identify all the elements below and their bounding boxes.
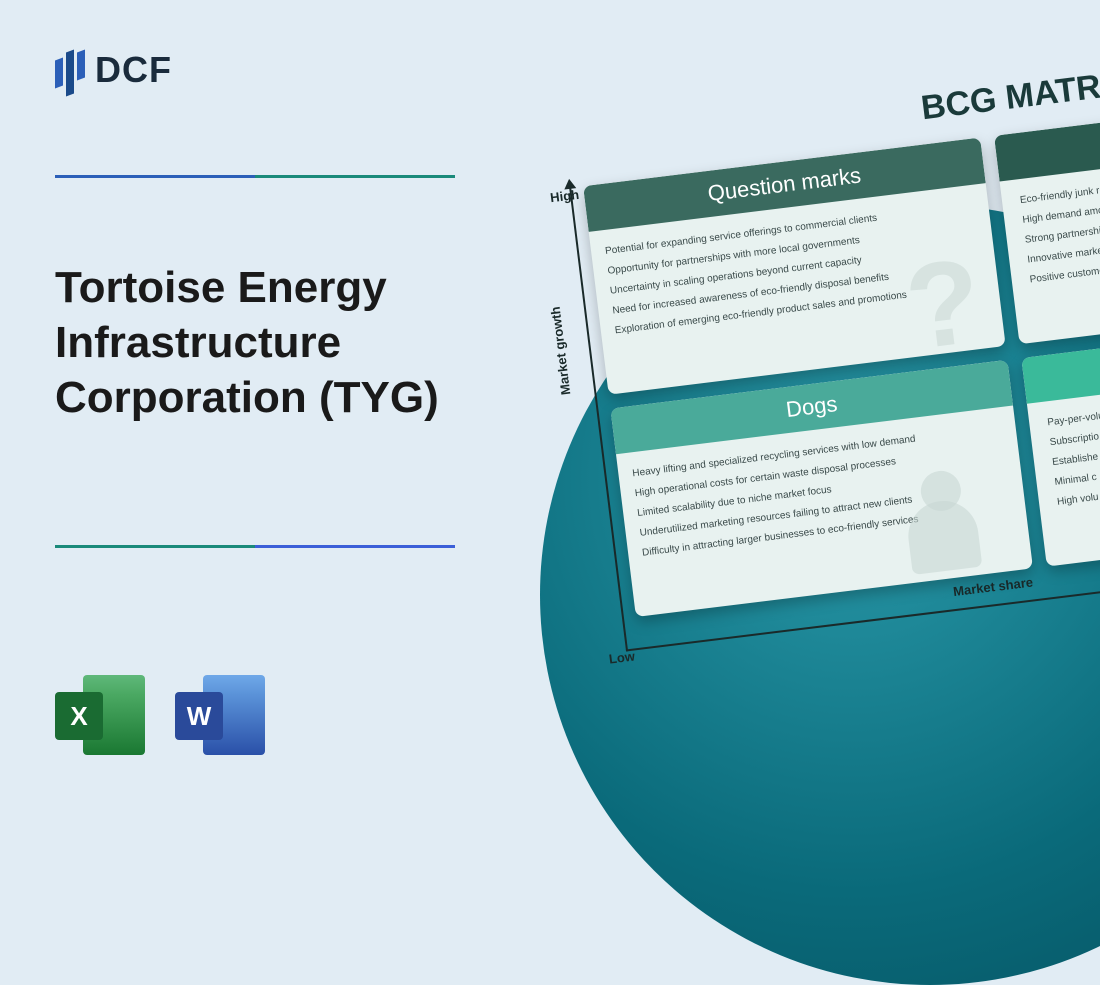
- logo: DCF: [55, 45, 172, 95]
- page-title: Tortoise Energy Infrastructure Corporati…: [55, 260, 495, 425]
- excel-badge: X: [55, 692, 103, 740]
- quadrant-cash-cows: Pay-per-volu Subscriptio Establishe Mini…: [1021, 334, 1100, 567]
- logo-bars-icon: [55, 45, 85, 95]
- axis-y-label: Market growth: [548, 306, 574, 396]
- logo-text: DCF: [95, 49, 172, 91]
- file-icons: X W: [55, 670, 265, 760]
- stars-body: Eco-friendly junk remo High demand among…: [1000, 157, 1100, 304]
- divider-top: [55, 175, 455, 178]
- word-badge: W: [175, 692, 223, 740]
- divider-bottom: [55, 545, 455, 548]
- excel-icon[interactable]: X: [55, 670, 145, 760]
- cows-header: [1021, 334, 1100, 404]
- word-icon[interactable]: W: [175, 670, 265, 760]
- quadrant-stars: Eco-friendly junk remo High demand among…: [994, 111, 1100, 344]
- cows-body: Pay-per-volu Subscriptio Establishe Mini…: [1027, 379, 1100, 526]
- quadrant-question-marks: Question marks ? Potential for expanding…: [583, 138, 1006, 395]
- bcg-matrix: BCG MATRIX High Low Market growth Market…: [545, 60, 1100, 186]
- axis-low-label: Low: [608, 649, 636, 667]
- axis-high-label: High: [549, 187, 580, 205]
